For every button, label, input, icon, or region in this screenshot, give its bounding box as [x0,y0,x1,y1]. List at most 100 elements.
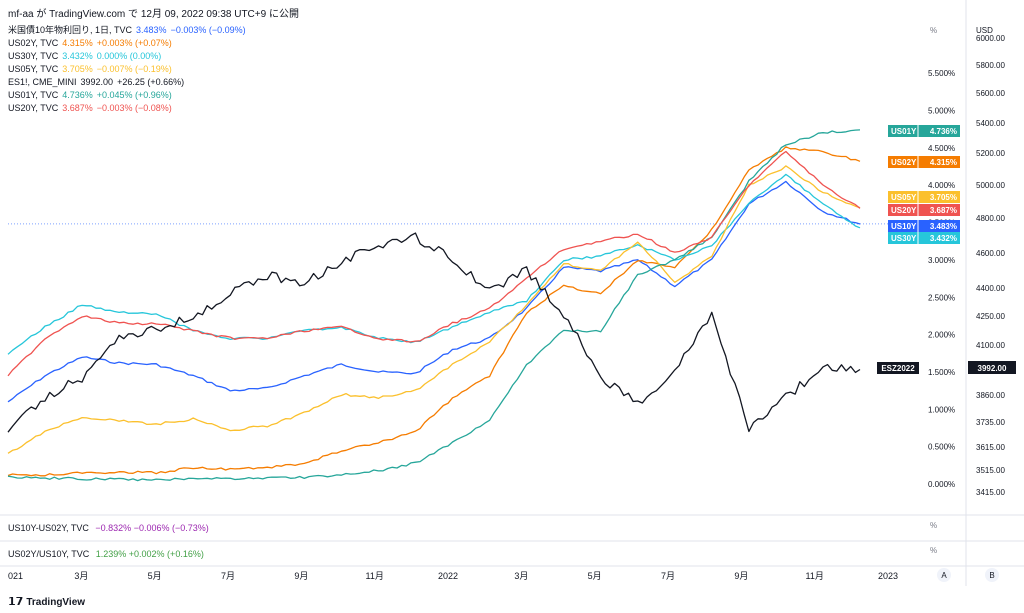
x-tick-label: 11月 [365,571,383,581]
spread-pane-name: US10Y-US02Y, TVC [8,523,89,533]
price-tick-label: 5200.00 [976,149,1005,158]
price-tick-label: 3515.00 [976,466,1005,475]
price-tick-label: 3860.00 [976,391,1005,400]
price-tick-label: 5000.00 [976,181,1005,190]
legend-series-change: +0.045% (+0.96%) [97,90,172,100]
legend-series-change: +0.003% (+0.07%) [97,38,172,48]
series-line-US20Y [8,152,860,376]
axis-button-label: A [941,571,947,580]
legend-series-name: US02Y, TVC [8,38,58,48]
price-tag-value: 4.315% [930,158,957,167]
legend-series-name: US05Y, TVC [8,64,58,74]
series-legend: 米国債10年物利回り, 1日, TVC 3.483% −0.003% (−0.09%… [8,24,246,115]
legend-series-value: 3992.00 [81,77,114,87]
legend-series-name: US01Y, TVC [8,90,58,100]
price-tick-label: 3615.00 [976,443,1005,452]
spread-pane-change: −0.006% (−0.73%) [134,523,209,533]
ratio-pane-legend[interactable]: US02Y/US10Y, TVC 1.239% +0.002% (+0.16%) [8,549,204,559]
legend-series-name: ES1!, CME_MINI [8,77,77,87]
yield-tick-label: 5.000% [928,107,955,116]
price-tag-label: US20Y [891,206,917,215]
price-tag-label: US01Y [891,127,917,136]
tradingview-logo-icon: 𝟭𝟳 [8,595,23,608]
x-tick-label: 5月 [148,571,162,581]
ratio-pane-value: 1.239% [96,549,127,559]
ratio-pane-name: US02Y/US10Y, TVC [8,549,89,559]
legend-row[interactable]: 米国債10年物利回り, 1日, TVC 3.483% −0.003% (−0.09%… [8,24,246,37]
price-tick-label: 4600.00 [976,249,1005,258]
price-tick-label: 6000.00 [976,34,1005,43]
axis-button-A[interactable]: A [937,568,951,582]
legend-row[interactable]: US02Y, TVC 4.315% +0.003% (+0.07%) [8,37,246,50]
x-tick-label: 7月 [221,571,235,581]
x-tick-label: 7月 [661,571,675,581]
yield-tick-label: 2.500% [928,293,955,302]
x-tick-label: 5月 [588,571,602,581]
ratio-pane-unit: % [930,546,937,555]
x-tick-label: 3月 [74,571,88,581]
series-line-US02Y [8,147,860,476]
legend-row[interactable]: US05Y, TVC 3.705% −0.007% (−0.19%) [8,63,246,76]
price-tag-label: US10Y [891,222,917,231]
price-tag-US10Y: US10Y 3.483% [888,220,960,232]
yield-tick-label: 1.000% [928,405,955,414]
legend-row[interactable]: US01Y, TVC 4.736% +0.045% (+0.96%) [8,89,246,102]
price-tick-label: 5600.00 [976,89,1005,98]
legend-row[interactable]: US20Y, TVC 3.687% −0.003% (−0.08%) [8,102,246,115]
spread-pane-unit: % [930,521,937,530]
price-tag-US30Y: US30Y 3.432% [888,232,960,244]
price-tick-label: 4250.00 [976,312,1005,321]
x-tick-label: 3月 [514,571,528,581]
series-line-US01Y [8,130,860,481]
legend-series-name: 米国債10年物利回り, 1日, TVC [8,25,132,35]
yield-tick-label: 4.500% [928,144,955,153]
price-tick-label: 5800.00 [976,61,1005,70]
publish-header: mf-aa が TradingView.com で 12月 09, 2022 0… [8,5,299,20]
ratio-pane-change: +0.002% (+0.16%) [129,549,204,559]
legend-series-name: US30Y, TVC [8,51,58,61]
legend-series-change: +26.25 (+0.66%) [117,77,184,87]
price-tick-label: 5400.00 [976,119,1005,128]
price-tag-value: 3.687% [930,206,957,215]
price-tag-label: US30Y [891,234,917,243]
price-tick-label: 3415.00 [976,488,1005,497]
axis-button-B[interactable]: B [985,568,999,582]
legend-row[interactable]: US30Y, TVC 3.432% 0.000% (0.00%) [8,50,246,63]
legend-series-value: 4.315% [62,38,93,48]
legend-series-value: 3.705% [62,64,93,74]
x-tick-label: 11月 [805,571,823,581]
price-tick-label: 4400.00 [976,284,1005,293]
publish-header-text: mf-aa が TradingView.com で 12月 09, 2022 0… [8,9,299,20]
yield-tick-label: 2.000% [928,331,955,340]
price-tag-value: 3.705% [930,193,957,202]
legend-series-change: −0.003% (−0.09%) [171,25,246,35]
x-tick-label: 2023 [878,571,898,581]
price-tag-label: US02Y [891,158,917,167]
x-tick-label: 2022 [438,571,458,581]
x-tick-label: 9月 [734,571,748,581]
price-tag-US01Y: US01Y 4.736% [888,125,960,137]
legend-series-change: 0.000% (0.00%) [97,51,162,61]
yield-tick-label: 1.500% [928,368,955,377]
es-price-value: 3992.00 [978,364,1007,373]
price-tag-value: 4.736% [930,127,957,136]
price-tag-label: US05Y [891,193,917,202]
tradingview-footer[interactable]: 𝟭𝟳 TradingView [8,595,85,608]
legend-series-value: 3.483% [136,25,167,35]
yield-tick-label: 3.000% [928,256,955,265]
yield-tick-label: 4.000% [928,181,955,190]
price-tick-label: 4800.00 [976,214,1005,223]
x-tick-label: 021 [8,571,23,581]
price-tag-value: 3.483% [930,222,957,231]
spread-pane-legend[interactable]: US10Y-US02Y, TVC −0.832% −0.006% (−0.73%… [8,523,209,533]
legend-series-change: −0.003% (−0.08%) [97,103,172,113]
price-tick-label: 3735.00 [976,418,1005,427]
legend-series-value: 4.736% [62,90,93,100]
yield-unit-label: % [930,26,937,35]
price-tag-US20Y: US20Y 3.687% [888,204,960,216]
legend-row[interactable]: ES1!, CME_MINI 3992.00 +26.25 (+0.66%) [8,76,246,89]
legend-series-value: 3.432% [62,51,93,61]
price-tag-value: 3.432% [930,234,957,243]
yield-tick-label: 5.500% [928,69,955,78]
price-tag-US05Y: US05Y 3.705% [888,191,960,203]
